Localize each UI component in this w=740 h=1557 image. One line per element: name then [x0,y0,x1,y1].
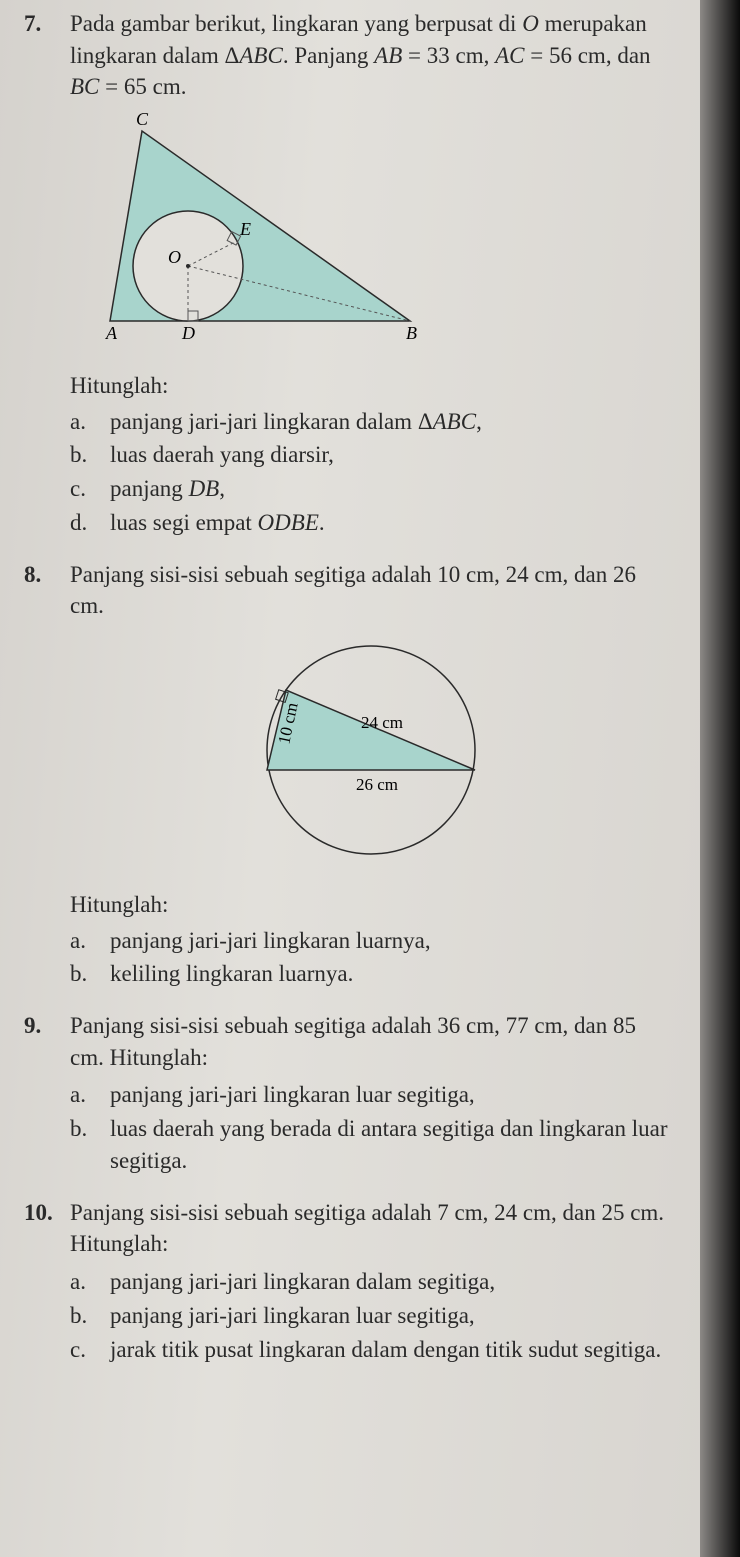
label-E: E [239,219,251,239]
sub-c: c. panjang DB, [70,473,672,505]
sub-a: a. panjang jari-jari lingkaran luarnya, [70,925,672,957]
label-B: B [406,323,417,343]
problem-7: 7. Pada gambar berikut, lingkaran yang b… [24,8,672,541]
label-24: 24 cm [361,713,403,732]
hitung-label: Hitunglah: [70,370,672,402]
sublist: a. panjang jari-jari lingkaran dalam seg… [70,1266,672,1365]
sub-a: a. panjang jari-jari lingkaran dalam ΔAB… [70,406,672,438]
sub-a: a. panjang jari-jari lingkaran dalam seg… [70,1266,672,1298]
sub-d: d. luas segi empat ODBE. [70,507,672,539]
figure-incircle: A B C D E O [70,111,672,360]
problem-8: 8. Panjang sisi-sisi sebuah segitiga ada… [24,559,672,992]
problem-number: 7. [24,8,70,541]
problem-body: Panjang sisi-sisi sebuah segitiga adalah… [70,559,672,992]
sub-a: a. panjang jari-jari lingkaran luar segi… [70,1079,672,1111]
label-A: A [105,323,118,343]
problem-body: Panjang sisi-sisi sebuah segitiga adalah… [70,1197,672,1368]
problem-number: 10. [24,1197,70,1368]
hitung-label: Hitunglah: [70,889,672,921]
label-C: C [136,111,149,129]
label-O: O [168,247,181,267]
circumcircle-svg: 24 cm 26 cm 10 cm [231,630,511,870]
page-edge-shadow [700,0,740,1557]
sublist: a. panjang jari-jari lingkaran dalam ΔAB… [70,406,672,539]
sub-b: b. luas daerah yang berada di antara seg… [70,1113,672,1176]
figure-circumcircle: 24 cm 26 cm 10 cm [70,630,672,879]
label-D: D [181,323,195,343]
label-26: 26 cm [356,775,398,794]
problem-stem: Pada gambar berikut, lingkaran yang berp… [70,8,672,103]
sub-b: b. luas daerah yang diarsir, [70,439,672,471]
sub-c: c. jarak titik pusat lingkaran dalam den… [70,1334,672,1366]
problem-stem: Panjang sisi-sisi sebuah segitiga adalah… [70,559,672,622]
sublist: a. panjang jari-jari lingkaran luarnya, … [70,925,672,990]
problem-body: Panjang sisi-sisi sebuah segitiga adalah… [70,1010,672,1179]
problem-body: Pada gambar berikut, lingkaran yang berp… [70,8,672,541]
sublist: a. panjang jari-jari lingkaran luar segi… [70,1079,672,1176]
problem-number: 8. [24,559,70,992]
sub-b: b. panjang jari-jari lingkaran luar segi… [70,1300,672,1332]
incircle-svg: A B C D E O [70,111,430,351]
problem-9: 9. Panjang sisi-sisi sebuah segitiga ada… [24,1010,672,1179]
problem-10: 10. Panjang sisi-sisi sebuah segitiga ad… [24,1197,672,1368]
problem-stem: Panjang sisi-sisi sebuah segitiga adalah… [70,1197,672,1260]
sub-b: b. keliling lingkaran luarnya. [70,958,672,990]
page: 7. Pada gambar berikut, lingkaran yang b… [0,0,700,1557]
problem-number: 9. [24,1010,70,1179]
problem-stem: Panjang sisi-sisi sebuah segitiga adalah… [70,1010,672,1073]
